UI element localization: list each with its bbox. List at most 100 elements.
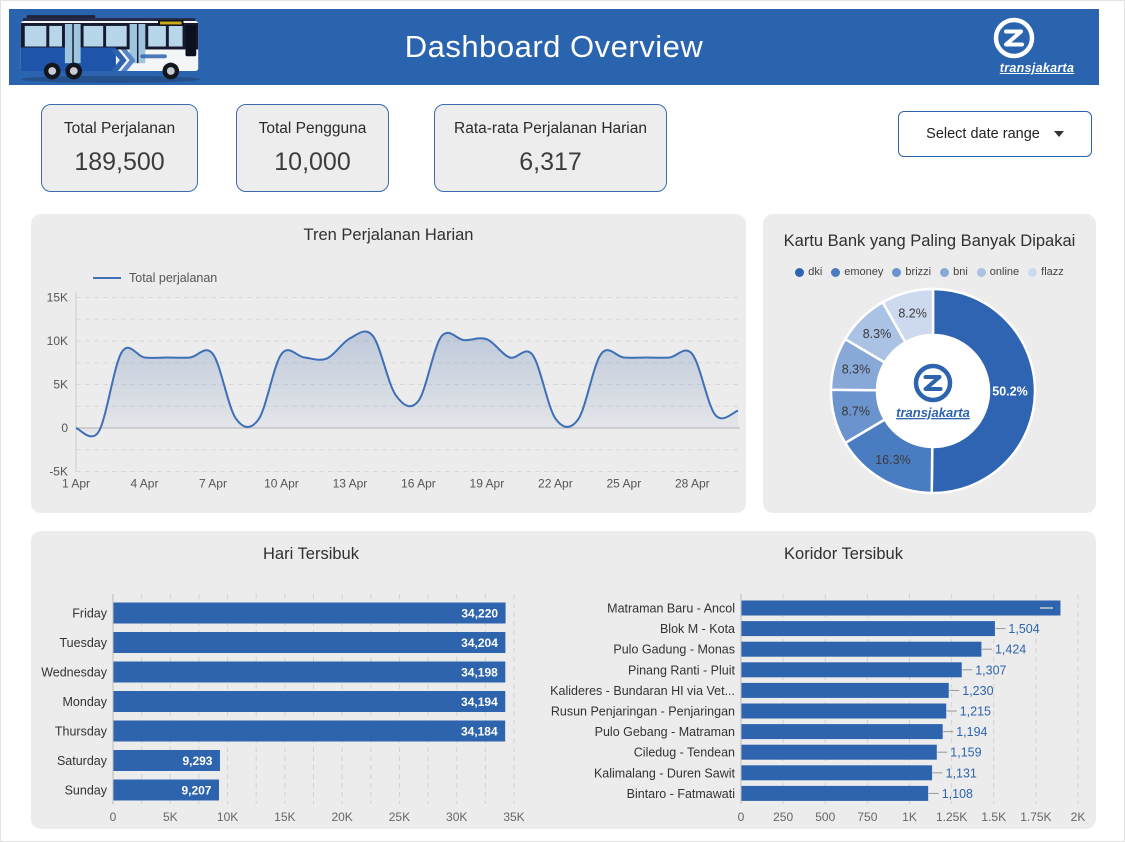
y-tick-label: 0 <box>61 421 68 435</box>
bar-Thursday[interactable] <box>113 720 506 742</box>
y-tick-label: -5K <box>49 465 68 479</box>
bar-Sunday[interactable] <box>113 779 219 801</box>
value-label: 1,131 <box>946 766 977 780</box>
donut-chart-panel: Kartu Bank yang Paling Banyak Dipakai dk… <box>763 214 1096 513</box>
legend-dot <box>831 267 841 277</box>
legend-item-emoney[interactable]: emoney <box>831 266 883 278</box>
value-label: 9,207 <box>181 784 211 798</box>
x-tick-label: 10 Apr <box>264 477 299 491</box>
legend-label: flazz <box>1041 266 1064 278</box>
category-label: Saturday <box>57 754 108 768</box>
bottom-charts-panel: Hari Tersibuk Koridor Tersibuk 0 5K 10K 15K… <box>31 531 1096 829</box>
value-label: 1,424 <box>995 643 1026 657</box>
transjakarta-center-logo: transjakarta <box>896 363 970 420</box>
bar-Pinang Ranti - Pluit[interactable] <box>741 662 962 678</box>
value-label: 34,220 <box>461 607 498 621</box>
value-label: 1,230 <box>962 684 993 698</box>
y-tick-label: 10K <box>47 334 68 348</box>
value-label: 34,184 <box>461 725 498 739</box>
x-tick-label: 1.75K <box>1020 810 1051 824</box>
legend-item-dki[interactable]: dki <box>795 266 822 278</box>
legend-dot <box>940 267 950 277</box>
category-label: Friday <box>72 607 107 621</box>
value-label: 1,215 <box>960 705 991 719</box>
trend-line-chart[interactable]: -5K 0 5K 10K 15K 1 Apr 4 Apr 7 Apr 10 Apr 13 Apr 1… <box>31 214 746 513</box>
transjakarta-logo-text: transjakarta <box>999 61 1075 75</box>
category-label: Blok M - Kota <box>660 622 735 636</box>
value-label: 1,159 <box>950 746 981 760</box>
legend-label: online <box>989 266 1020 278</box>
bar-Matraman Baru - Ancol[interactable] <box>741 600 1061 616</box>
bar-Friday[interactable] <box>113 602 506 624</box>
x-tick-label: 28 Apr <box>675 477 710 491</box>
legend-item-online[interactable]: online <box>976 266 1020 278</box>
category-label: Kalimalang - Duren Sawit <box>594 766 736 780</box>
legend-dot <box>1028 267 1038 277</box>
x-tick-label: 750 <box>857 810 877 824</box>
value-label: 1,307 <box>975 663 1006 677</box>
page-title: Dashboard Overview <box>404 29 704 64</box>
legend-label: emoney <box>844 266 884 278</box>
kpi-label: Rata-rata Perjalanan Harian <box>454 120 647 137</box>
x-tick-label: 0 <box>738 810 745 824</box>
category-label: Kalideres - Bundaran HI via Vet... <box>550 684 735 698</box>
category-label: Monday <box>63 695 108 709</box>
legend-label: dki <box>808 266 823 278</box>
category-label: Tuesday <box>60 636 108 650</box>
legend-item-brizzi[interactable]: brizzi <box>892 266 931 278</box>
trend-line[interactable] <box>75 330 739 438</box>
kpi-value: 10,000 <box>274 148 351 176</box>
slice-label: 8.7% <box>841 405 870 419</box>
bar-Kalideres - Bundaran HI via Vet...[interactable] <box>741 682 949 698</box>
bar-Bintaro - Fatmawati[interactable] <box>741 785 929 801</box>
x-tick-label: 250 <box>773 810 793 824</box>
y-tick-label: 15K <box>47 291 68 305</box>
category-label: Pulo Gebang - Matraman <box>595 725 735 739</box>
x-tick-label: 4 Apr <box>130 477 158 491</box>
donut-legend: dki emoney brizzi bni online flazz <box>763 266 1096 278</box>
x-tick-label: 16 Apr <box>401 477 436 491</box>
date-range-select[interactable]: Select date range <box>898 111 1092 157</box>
x-tick-label: 5K <box>163 810 178 824</box>
x-tick-label: 1.25K <box>936 810 967 824</box>
bar-Saturday[interactable] <box>113 750 220 771</box>
x-tick-label: 500 <box>815 810 835 824</box>
bar-charts[interactable]: 0 5K 10K 15K 20K 25K 30K 35K Friday 34,220 Tuesday… <box>31 531 1096 829</box>
x-tick-label: 35K <box>503 810 524 824</box>
legend-label: Total perjalanan <box>129 271 218 285</box>
bar-Rusun Penjaringan - Penjaringan[interactable] <box>741 703 947 719</box>
legend-item-flazz[interactable]: flazz <box>1028 266 1064 278</box>
slice-label: 8.3% <box>863 327 892 341</box>
trend-chart-panel: Tren Perjalanan Harian Total perjalanan … <box>31 214 746 513</box>
category-label: Pulo Gadung - Monas <box>613 643 735 657</box>
bar-Pulo Gebang - Matraman[interactable] <box>741 724 943 740</box>
donut-slice-dki[interactable] <box>930 287 1037 495</box>
x-tick-label: 25 Apr <box>607 477 642 491</box>
x-tick-label: 1K <box>902 810 917 824</box>
bar-Tuesday[interactable] <box>113 632 506 653</box>
x-tick-label: 30K <box>446 810 467 824</box>
bar-Wednesday[interactable] <box>113 661 506 683</box>
category-label: Thursday <box>55 725 108 739</box>
bar-Pulo Gadung - Monas[interactable] <box>741 641 982 657</box>
slice-label: 50.2% <box>992 384 1027 398</box>
trend-legend[interactable]: Total perjalanan <box>93 271 217 285</box>
bar-Kalimalang - Duren Sawit[interactable] <box>741 765 933 781</box>
category-label: Bintaro - Fatmawati <box>627 787 735 801</box>
x-tick-label: 7 Apr <box>199 477 227 491</box>
bank-card-donut-chart[interactable]: 50.2% 16.3% 8.7% 8.3% 8.3% 8.2% transjakarta <box>763 214 1096 513</box>
x-tick-label: 1.5K <box>981 810 1006 824</box>
kpi-card-total-perjalanan: Total Perjalanan 189,500 <box>41 104 198 192</box>
svg-text:transjakarta: transjakarta <box>896 405 970 420</box>
kpi-card-rata-rata: Rata-rata Perjalanan Harian 6,317 <box>434 104 667 192</box>
slice-label: 8.2% <box>898 307 927 321</box>
x-tick-label: 22 Apr <box>538 477 573 491</box>
bar-Ciledug - Tendean[interactable] <box>741 744 937 760</box>
bar-Monday[interactable] <box>113 691 506 712</box>
bar-Blok M - Kota[interactable] <box>741 621 995 637</box>
legend-item-bni[interactable]: bni <box>940 266 968 278</box>
transjakarta-logo: transjakarta <box>989 13 1085 83</box>
x-tick-label: 19 Apr <box>470 477 505 491</box>
donut-slice-flazz[interactable] <box>881 287 935 344</box>
